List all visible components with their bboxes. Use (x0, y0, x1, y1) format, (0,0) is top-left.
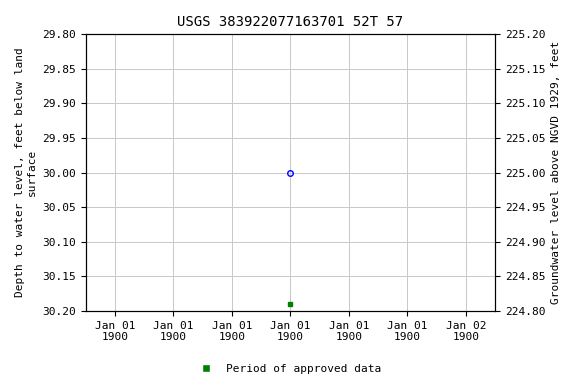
Title: USGS 383922077163701 52T 57: USGS 383922077163701 52T 57 (177, 15, 403, 29)
Y-axis label: Depth to water level, feet below land
surface: Depth to water level, feet below land su… (15, 48, 37, 298)
Legend: Period of approved data: Period of approved data (191, 359, 385, 379)
Y-axis label: Groundwater level above NGVD 1929, feet: Groundwater level above NGVD 1929, feet (551, 41, 561, 304)
